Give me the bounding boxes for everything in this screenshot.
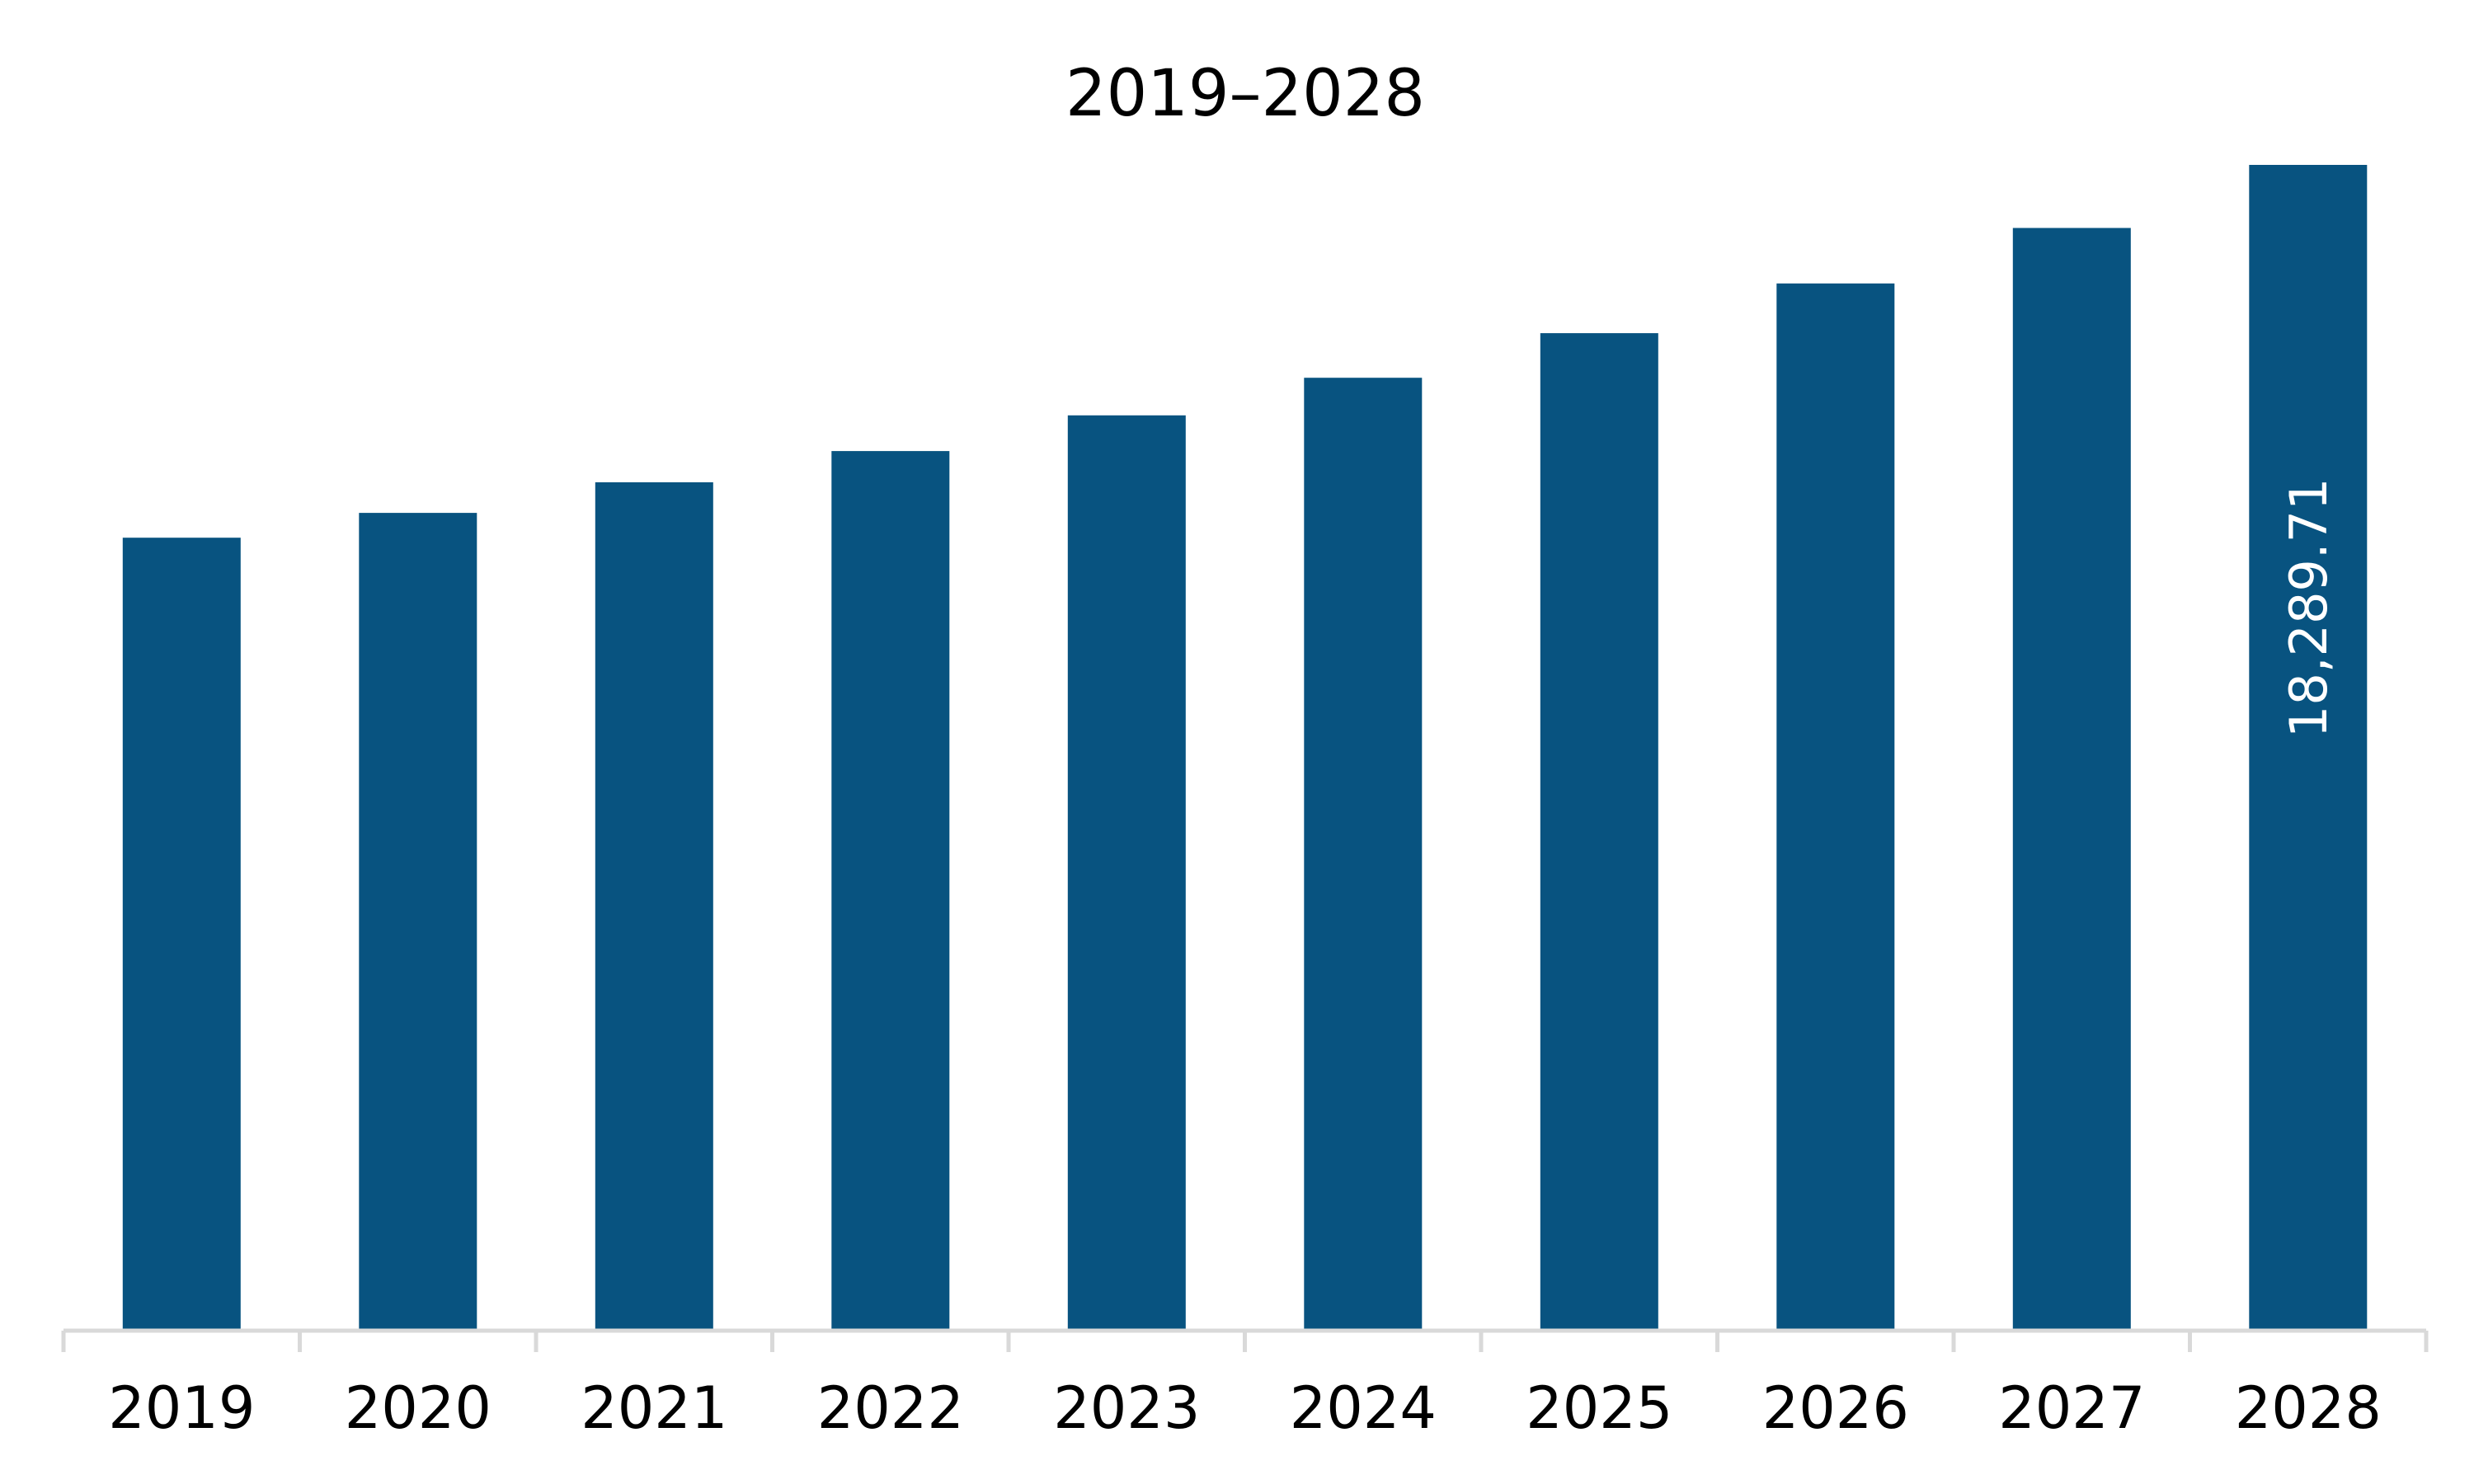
x-tick-label-2025: 2025 — [1526, 1374, 1672, 1442]
bar-2021 — [595, 482, 713, 1331]
bar-2025 — [1540, 333, 1658, 1331]
data-labels-layer: 18,289.71 — [2279, 478, 2339, 739]
bar-2020 — [359, 513, 477, 1331]
data-label-2028: 18,289.71 — [2279, 478, 2339, 739]
x-tick-label-2026: 2026 — [1762, 1374, 1909, 1442]
bar-2019 — [122, 538, 241, 1331]
bar-2022 — [831, 451, 950, 1331]
bar-2026 — [1776, 283, 1895, 1331]
chart-title: 2019–2028 — [1065, 57, 1425, 131]
bar-2028 — [2249, 165, 2368, 1331]
x-tick-label-2024: 2024 — [1290, 1374, 1437, 1442]
x-tick-label-2028: 2028 — [2235, 1374, 2382, 1442]
bar-2027 — [2012, 228, 2131, 1331]
x-tick-label-2021: 2021 — [581, 1374, 727, 1442]
x-axis: 2019 2020 2021 2022 2023 2024 2025 2026 2027 2028 — [61, 1328, 2429, 1442]
x-tick-label-2023: 2023 — [1053, 1374, 1200, 1442]
bar-2023 — [1067, 415, 1186, 1331]
bar-2024 — [1304, 378, 1423, 1331]
x-tick-label-2019: 2019 — [108, 1374, 255, 1442]
x-tick-label-2027: 2027 — [1998, 1374, 2145, 1442]
x-tick-label-2020: 2020 — [345, 1374, 492, 1442]
bars-layer — [122, 165, 2368, 1331]
x-tick-label-2022: 2022 — [817, 1374, 964, 1442]
